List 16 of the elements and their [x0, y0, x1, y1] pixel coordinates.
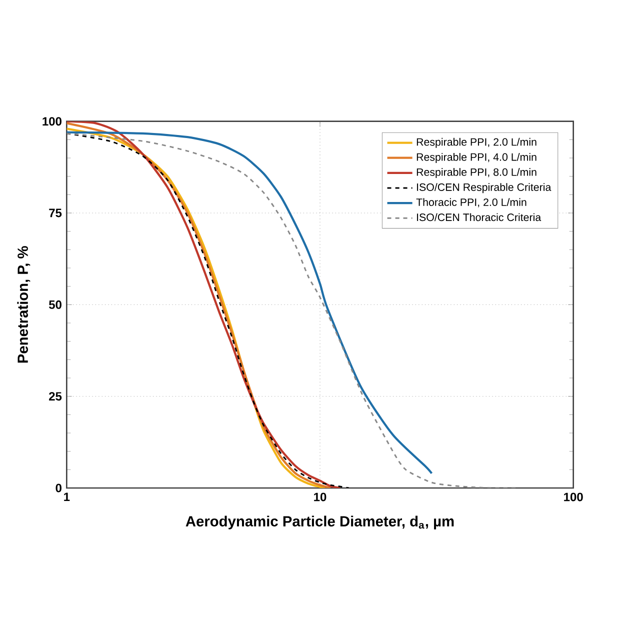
legend-label: ISO/CEN Thoracic Criteria — [417, 213, 542, 222]
x-tick-label: 100 — [564, 492, 583, 502]
legend-label: Respirable PPI, 4.0 L/min — [416, 152, 536, 163]
x-tick-label: 1 — [64, 492, 70, 501]
y-axis-title: Penetration, P, % — [17, 246, 30, 363]
legend-label: ISO/CEN Respirable Criteria — [417, 183, 552, 194]
x-tick-label: 10 — [314, 492, 326, 502]
y-tick-label: 50 — [48, 300, 62, 309]
legend-label: Respirable PPI, 2.0 L/min — [416, 138, 536, 148]
x-axis-title: Aerodynamic Particle Diameter, d$_{a}$, µm — [186, 516, 454, 530]
y-tick-label: 25 — [49, 392, 62, 401]
y-tick-label: 100 — [42, 117, 62, 126]
legend-label: Respirable PPI, 8.0 L/min — [416, 168, 536, 178]
y-tick-label: 75 — [49, 208, 62, 218]
y-tick-label: 0 — [56, 484, 62, 492]
legend-label: Thoracic PPI, 2.0 L/min — [416, 198, 526, 208]
